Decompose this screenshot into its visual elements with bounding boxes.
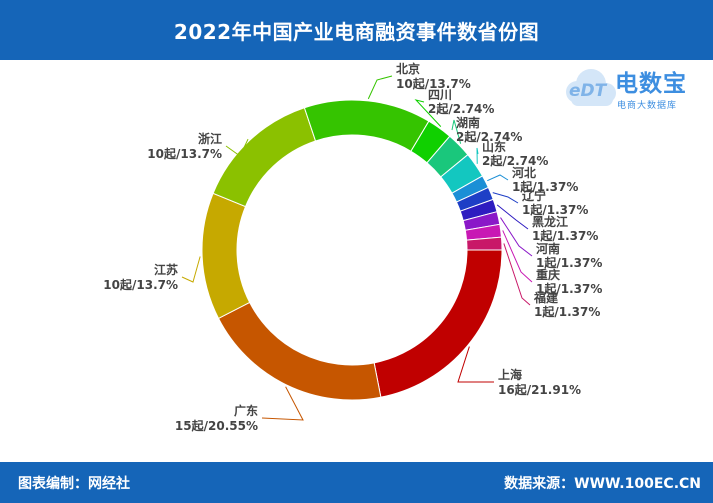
pie-slice-3 (212, 107, 317, 208)
leader-line-4 (367, 75, 393, 100)
slice-label-value-8: 1起/1.37% (512, 179, 578, 194)
slice-label-value-7: 2起/2.74% (482, 153, 548, 168)
pie-slice-4 (303, 99, 430, 152)
slice-label-value-10: 1起/1.37% (532, 228, 598, 243)
slice-label-category-5: 四川 (428, 88, 452, 102)
pie-slice-13 (466, 236, 503, 251)
logo-mark: eDT (569, 81, 607, 101)
slice-label-category-7: 山东 (482, 139, 506, 154)
pie-slice-1 (217, 301, 382, 401)
logo: eDT 电数宝 电商大数据库 (563, 62, 713, 122)
chart-title: 2022年中国产业电商融资事件数省份图 (173, 19, 540, 44)
slice-label-value-2: 10起/13.7% (103, 277, 178, 292)
slice-label-value-13: 1起/1.37% (534, 304, 600, 319)
leader-line-0 (457, 346, 494, 383)
slice-label-category-12: 重庆 (536, 267, 560, 282)
slice-label-category-9: 辽宁 (522, 188, 546, 203)
slice-label-value-1: 15起/20.55% (175, 418, 258, 433)
leader-line-6 (451, 119, 462, 144)
slice-label-value-9: 1起/1.37% (522, 202, 588, 217)
slice-label-value-3: 10起/13.7% (147, 146, 222, 161)
slice-label-category-13: 福建 (533, 290, 559, 305)
slice-label-value-5: 2起/2.74% (428, 101, 494, 116)
leader-line-2 (181, 256, 201, 283)
leader-line-5 (414, 99, 442, 127)
leader-line-8 (487, 174, 509, 182)
leader-line-1 (261, 386, 304, 421)
leader-line-13 (503, 243, 531, 306)
pie-slice-2 (201, 192, 251, 320)
header-bar: 2022年中国产业电商融资事件数省份图 (0, 0, 713, 60)
slice-label-category-8: 河北 (511, 165, 536, 180)
slice-label-value-11: 1起/1.37% (536, 255, 602, 270)
slice-label-value-0: 16起/21.91% (498, 382, 581, 397)
leader-line-12 (502, 230, 533, 283)
donut-chart: 上海16起/21.91%广东15起/20.55%江苏10起/13.7%浙江10起… (103, 61, 602, 433)
footer-data-source: 数据来源：WWW.100EC.CN (504, 476, 701, 492)
leader-line-3 (225, 138, 249, 157)
slice-label-category-6: 湖南 (456, 115, 480, 130)
slice-label-category-11: 河南 (535, 241, 560, 256)
footer-source-editor: 图表编制：网经社 (18, 476, 130, 492)
slice-label-value-4: 10起/13.7% (396, 76, 471, 91)
slice-label-category-4: 北京 (396, 61, 420, 76)
leader-line-7 (476, 147, 479, 164)
logo-subtitle: 电商大数据库 (617, 101, 678, 111)
slice-label-category-0: 上海 (498, 367, 522, 382)
slice-label-category-3: 浙江 (198, 131, 222, 146)
leader-line-11 (500, 217, 533, 257)
pie-slice-0 (373, 249, 503, 398)
footer-bar: 图表编制：网经社 数据来源：WWW.100EC.CN (0, 462, 713, 503)
leader-line-9 (492, 192, 519, 204)
slice-label-category-1: 广东 (234, 403, 258, 418)
logo-title: 电数宝 (615, 71, 687, 97)
slice-label-category-10: 黑龙江 (532, 214, 568, 229)
slice-label-category-2: 江苏 (154, 262, 178, 277)
leader-line-10 (496, 204, 529, 230)
slice-label-value-12: 1起/1.37% (536, 281, 602, 296)
slice-label-value-6: 2起/2.74% (456, 129, 522, 144)
cloud-icon (566, 69, 616, 106)
